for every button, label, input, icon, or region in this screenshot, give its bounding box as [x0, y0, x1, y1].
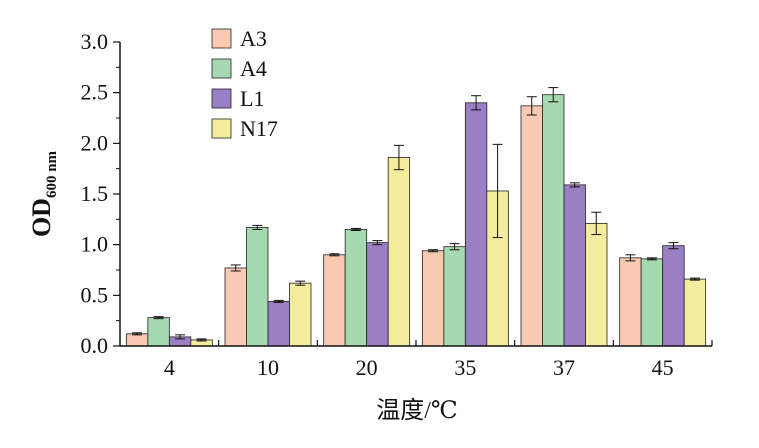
error-bar-n17-4 [196, 338, 207, 342]
x-tick-label: 45 [652, 355, 674, 380]
y-ticks-group: 0.0 0.5 1.0 1.5 2.0 2.5 3.0 [81, 29, 120, 358]
error-bar-n17-20 [393, 144, 404, 171]
legend-label: A4 [240, 56, 267, 81]
legend-swatch-l1 [211, 88, 232, 109]
x-ticks-group: 4 10 20 35 37 45 [164, 340, 713, 380]
error-bar-n17-10 [295, 280, 306, 286]
x-axis-title: 温度/℃ [376, 397, 458, 424]
y-tick-label: 2.0 [81, 130, 109, 155]
legend-swatch-a4 [211, 58, 232, 79]
error-bar-l1-4 [175, 334, 186, 340]
legend-item-n17: N17 [211, 116, 278, 141]
bar-a3-10 [224, 267, 247, 347]
bar-l1-45 [662, 245, 685, 347]
error-bar-n17-35 [492, 143, 503, 239]
bar-a3-4 [125, 333, 149, 347]
errorbars-group [132, 87, 700, 342]
error-bar-a4-4 [153, 316, 164, 320]
bar-n17-10 [289, 282, 312, 347]
error-bar-l1-35 [471, 95, 482, 111]
error-bar-a4-45 [646, 257, 657, 261]
bar-a4-35 [443, 246, 466, 347]
x-tick-label: 4 [164, 355, 175, 380]
legend-item-l1: L1 [211, 86, 264, 111]
y-axis-title-subscript: 600 nm [44, 150, 60, 198]
bar-a3-45 [619, 257, 642, 347]
legend-swatch-a3 [211, 28, 232, 49]
error-bar-a3-35 [428, 249, 439, 253]
legend-label: N17 [240, 116, 278, 141]
legend-swatch-n17 [211, 118, 232, 139]
bar-a3-37 [520, 105, 543, 347]
y-tick-label: 1.5 [81, 181, 109, 206]
bars-group [125, 94, 707, 347]
bar-a4-10 [246, 227, 269, 347]
bar-a4-4 [147, 317, 170, 347]
bar-a4-20 [344, 229, 368, 347]
bar-a3-35 [421, 250, 445, 347]
error-bar-a4-10 [252, 224, 263, 230]
bar-a4-45 [640, 258, 664, 347]
bar-a3-20 [323, 254, 346, 347]
error-bar-a3-37 [526, 96, 537, 116]
x-tick-label: 37 [553, 355, 575, 380]
legend-item-a4: A4 [211, 56, 267, 81]
error-bar-a3-10 [230, 264, 241, 272]
error-bar-a4-20 [350, 227, 361, 231]
bar-l1-20 [366, 242, 389, 347]
bar-l1-10 [267, 301, 290, 347]
error-bar-n17-37 [591, 211, 602, 236]
error-bar-a3-45 [625, 254, 636, 262]
y-tick-label: 1.0 [81, 232, 109, 257]
y-axis-title: OD600 nm [27, 150, 60, 237]
y-tick-label: 2.5 [81, 80, 109, 105]
error-bar-l1-10 [273, 299, 284, 303]
bar-l1-35 [464, 102, 488, 347]
y-tick-label: 0.5 [81, 282, 109, 307]
error-bar-a3-4 [132, 332, 143, 336]
error-bar-l1-45 [668, 242, 679, 250]
error-bar-l1-37 [569, 182, 580, 188]
legend-label: A3 [240, 26, 267, 51]
legend-label: L1 [240, 86, 264, 111]
bar-n17-20 [387, 157, 411, 347]
y-tick-label: 3.0 [81, 29, 109, 54]
error-bar-a4-37 [548, 87, 559, 103]
y-axis-title-main: OD [27, 198, 56, 237]
legend: A3 A4 L1 N17 [211, 26, 278, 141]
error-bar-a3-20 [329, 253, 340, 257]
x-tick-label: 20 [356, 355, 378, 380]
error-bar-n17-45 [689, 277, 700, 281]
bar-n17-37 [585, 222, 608, 347]
error-bar-a4-35 [449, 243, 460, 251]
x-tick-label: 35 [454, 355, 476, 380]
legend-item-a3: A3 [211, 26, 267, 51]
bar-n17-45 [683, 278, 707, 347]
bar-a4-37 [542, 94, 565, 347]
bar-l1-37 [563, 184, 586, 347]
x-tick-label: 10 [257, 355, 279, 380]
error-bar-l1-20 [372, 240, 383, 246]
y-tick-label: 0.0 [81, 333, 109, 358]
